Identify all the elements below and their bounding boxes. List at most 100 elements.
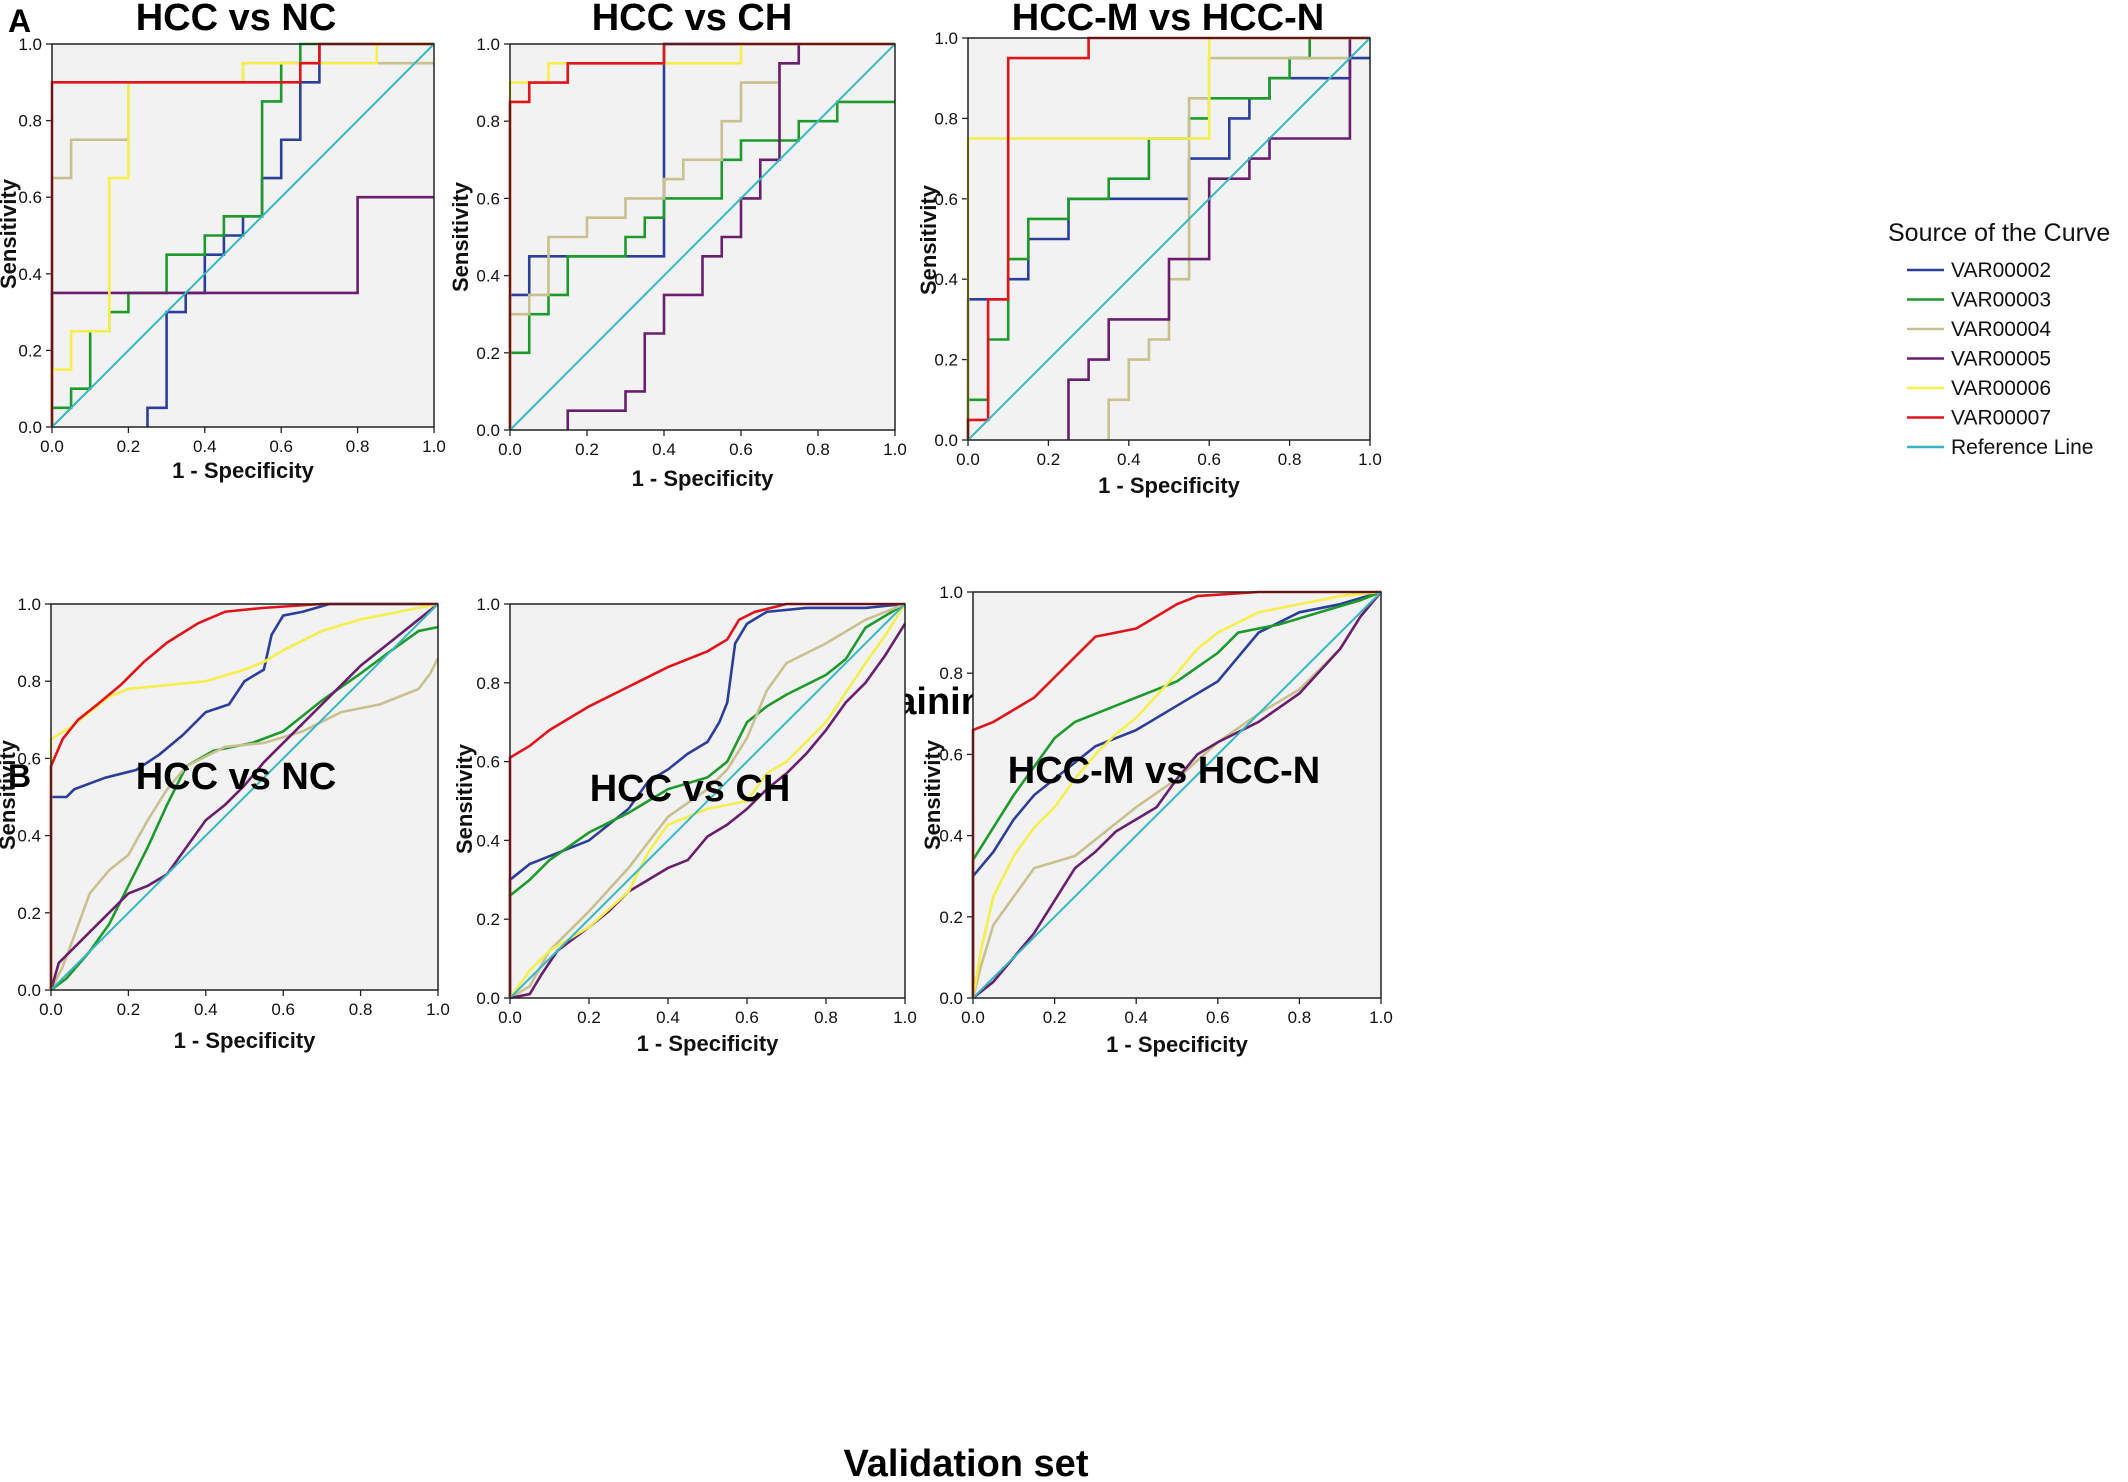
y-tick-label: 0.6 — [17, 749, 41, 768]
chart-title: HCC vs CH — [590, 768, 791, 810]
x-tick-label: 0.0 — [956, 450, 980, 469]
x-tick-label: 0.4 — [194, 1000, 218, 1019]
roc-curve-var00003 — [508, 100, 895, 430]
legend-label: Reference Line — [1951, 436, 2093, 459]
y-tick-label: 0.8 — [476, 112, 500, 131]
x-tick-label: 0.8 — [806, 440, 830, 459]
y-tick-label: 1.0 — [18, 35, 42, 54]
y-tick-label: 0.6 — [939, 745, 963, 764]
x-axis-label: 1 - Specificity — [1098, 473, 1241, 498]
y-tick-label: 0.0 — [476, 421, 500, 440]
y-tick-label: 0.0 — [18, 418, 42, 437]
y-tick-label: 0.2 — [476, 910, 500, 929]
y-tick-label: 0.0 — [939, 989, 963, 1008]
legend-label: VAR00006 — [1951, 377, 2051, 400]
y-axis-label: Sensitivity — [916, 184, 941, 295]
legend: Source of the Curve VAR00002 VAR00003 VAR0… — [1888, 219, 2110, 459]
y-tick-label: 1.0 — [939, 583, 963, 602]
x-tick-label: 1.0 — [1358, 450, 1382, 469]
x-tick-label: 0.8 — [346, 437, 370, 456]
roc-curve-var00005 — [1067, 38, 1352, 440]
y-axis-label: Sensitivity — [448, 181, 473, 292]
x-tick-label: 0.2 — [575, 440, 599, 459]
x-tick-label: 0.2 — [1037, 450, 1061, 469]
y-axis-label: Sensitivity — [0, 739, 20, 850]
y-tick-label: 0.4 — [17, 827, 41, 846]
roc-curve-var00007 — [971, 590, 1381, 998]
reference-line — [50, 603, 439, 991]
roc-chart-2: 0.00.0 0.2 0.2 0.4 0.4 0.6 0.6 0.8 0.8 1.0 1.0 HCC … — [448, 0, 907, 491]
x-tick-label: 1.0 — [422, 437, 446, 456]
x-tick-label: 0.6 — [735, 1008, 759, 1027]
y-tick-label: 0.0 — [17, 981, 41, 1000]
roc-curve-var00002 — [508, 602, 906, 998]
roc-curve-var00002 — [49, 602, 438, 990]
y-tick-label: 0.8 — [939, 664, 963, 683]
x-tick-label: 0.6 — [729, 440, 753, 459]
y-tick-label: 0.4 — [476, 831, 500, 850]
y-axis-label: Sensitivity — [920, 739, 945, 850]
legend-item: VAR00006 — [1907, 377, 2051, 400]
roc-curve-var00005 — [566, 44, 801, 430]
y-tick-label: 0.6 — [934, 190, 958, 209]
y-tick-label: 0.2 — [17, 904, 41, 923]
panel-letter-a: A — [8, 3, 31, 39]
x-tick-label: 0.2 — [577, 1008, 601, 1027]
x-tick-label: 0.6 — [1206, 1008, 1230, 1027]
x-tick-label: 0.4 — [193, 437, 217, 456]
roc-curve-var00006 — [971, 590, 1382, 999]
y-tick-label: 0.8 — [476, 674, 500, 693]
y-tick-label: 1.0 — [934, 29, 958, 48]
x-axis-label: 1 - Specificity — [632, 466, 775, 491]
y-tick-label: 1.0 — [476, 35, 500, 54]
y-tick-label: 0.6 — [18, 188, 42, 207]
legend-label: VAR00003 — [1951, 289, 2051, 312]
x-tick-label: 0.4 — [1124, 1008, 1148, 1027]
reference-line — [509, 43, 896, 431]
plot-frame — [972, 591, 1382, 999]
y-tick-label: 0.4 — [18, 265, 42, 284]
legend-item: VAR00004 — [1907, 318, 2051, 341]
x-tick-label: 0.0 — [498, 440, 522, 459]
reference-line — [967, 37, 1371, 441]
roc-curve-var00003 — [508, 602, 906, 998]
chart-title: HCC vs NC — [136, 0, 337, 39]
reference-line — [972, 591, 1382, 999]
y-tick-label: 0.4 — [476, 267, 500, 286]
legend-item: VAR00005 — [1907, 348, 2051, 371]
legend-label: VAR00004 — [1951, 318, 2051, 341]
legend-label: VAR00002 — [1951, 259, 2051, 282]
x-axis-label: 1 - Specificity — [637, 1031, 780, 1056]
y-tick-label: 0.8 — [18, 112, 42, 131]
roc-curve-var00002 — [971, 590, 1382, 998]
y-tick-label: 0.2 — [939, 908, 963, 927]
roc-curve-var00007 — [508, 602, 905, 998]
y-tick-label: 0.2 — [934, 351, 958, 370]
reference-line — [509, 603, 906, 999]
roc-chart-3: 0.00.0 0.2 0.2 0.4 0.4 0.6 0.6 0.8 0.8 1.0 1.0 HCC-… — [916, 0, 1382, 498]
roc-curve-var00005 — [49, 602, 439, 991]
x-tick-label: 0.0 — [40, 437, 64, 456]
x-tick-label: 1.0 — [893, 1008, 917, 1027]
x-tick-label: 0.0 — [39, 1000, 63, 1019]
y-tick-label: 0.8 — [934, 109, 958, 128]
x-tick-label: 0.2 — [117, 1000, 141, 1019]
x-tick-label: 0.2 — [1043, 1008, 1067, 1027]
plot-frame — [967, 37, 1371, 441]
y-tick-label: 0.6 — [476, 753, 500, 772]
x-tick-label: 0.8 — [349, 1000, 373, 1019]
roc-curve-var00006 — [50, 42, 434, 427]
roc-curve-var00004 — [49, 657, 440, 991]
y-tick-label: 0.6 — [476, 189, 500, 208]
x-tick-label: 0.6 — [271, 1000, 295, 1019]
roc-curve-var00006 — [508, 603, 907, 999]
legend-label: VAR00005 — [1951, 348, 2051, 371]
charts-group: 0.00.00.20.20.40.40.60.60.80.81.01.0HCC … — [0, 0, 1393, 1057]
y-axis-label: Sensitivity — [452, 743, 477, 854]
roc-curve-var00007 — [966, 36, 1370, 440]
y-tick-label: 0.2 — [476, 344, 500, 363]
y-tick-label: 1.0 — [17, 595, 41, 614]
x-tick-label: 0.0 — [961, 1008, 985, 1027]
roc-curve-var00004 — [971, 591, 1382, 999]
y-tick-label: 0.4 — [939, 827, 963, 846]
